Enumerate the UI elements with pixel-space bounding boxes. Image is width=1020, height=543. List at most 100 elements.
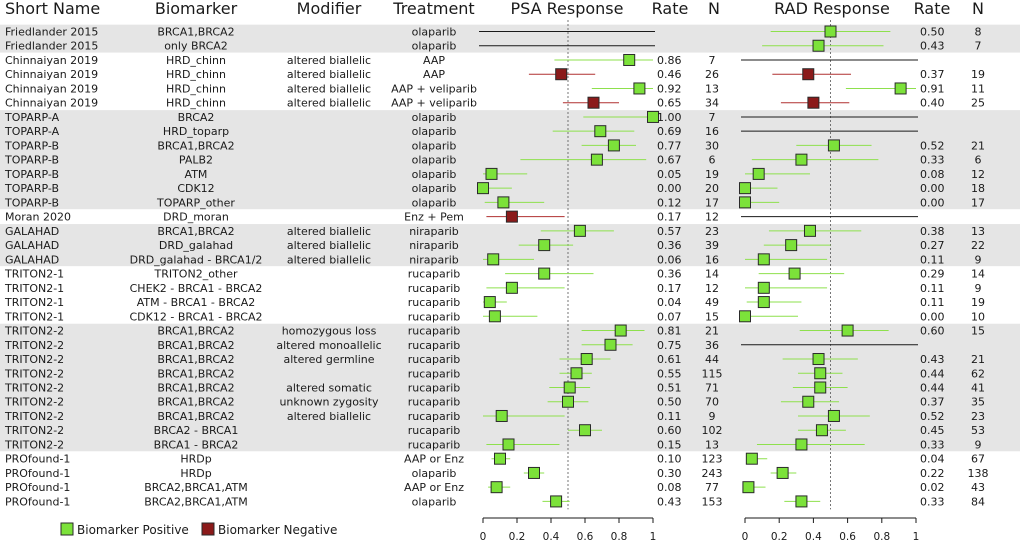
rad-n-label: 13 bbox=[971, 225, 985, 238]
rad-n-label: 15 bbox=[971, 325, 985, 338]
row-biomarker: CHEK2 - BRCA1 - BRCA2 bbox=[130, 282, 263, 295]
rad-point bbox=[745, 452, 758, 465]
row-short-name: TOPARP-A bbox=[4, 125, 60, 138]
psa-rate-label: 1.00 bbox=[657, 111, 682, 124]
psa-n-label: 9 bbox=[709, 410, 716, 423]
psa-n-label: 102 bbox=[702, 424, 723, 437]
rad-rate-label: 0.37 bbox=[920, 68, 945, 81]
rad-n-label: 21 bbox=[971, 353, 985, 366]
header-psa-n: N bbox=[708, 0, 720, 18]
psa-point bbox=[633, 82, 646, 95]
psa-rate-label: 0.17 bbox=[657, 211, 682, 224]
legend-positive-label: Biomarker Positive bbox=[77, 523, 189, 537]
row-treatment: rucaparib bbox=[408, 268, 461, 281]
rad-rate-label: 0.22 bbox=[920, 467, 945, 480]
table-row: TRITON2-2 BRCA1,BRCA2 altered biallelic ruc… bbox=[4, 409, 985, 423]
row-treatment: olaparib bbox=[412, 168, 457, 181]
rad-n-label: 35 bbox=[971, 396, 985, 409]
psa-rate-label: 0.57 bbox=[657, 225, 682, 238]
row-short-name: GALAHAD bbox=[5, 225, 59, 238]
psa-n-label: 71 bbox=[705, 382, 719, 395]
rad-x-axis: 0 0.2 0.4 0.6 0.8 1 bbox=[742, 517, 919, 543]
header-biomarker: Biomarker bbox=[155, 0, 238, 18]
rad-point bbox=[827, 139, 840, 152]
psa-rate-label: 0.36 bbox=[657, 268, 682, 281]
row-treatment: olaparib bbox=[412, 26, 457, 39]
row-treatment: olaparib bbox=[412, 111, 457, 124]
psa-n-label: 14 bbox=[705, 268, 719, 281]
axis-tick-label: 0.8 bbox=[611, 531, 628, 543]
row-short-name: TRITON2-2 bbox=[4, 410, 64, 423]
row-modifier: altered biallelic bbox=[287, 97, 371, 110]
row-treatment: AAP bbox=[423, 54, 445, 67]
psa-n-label: 36 bbox=[705, 339, 719, 352]
rad-n-label: 9 bbox=[975, 253, 982, 266]
rad-point bbox=[742, 481, 755, 494]
rad-point bbox=[841, 324, 854, 337]
rad-n-label: 22 bbox=[971, 239, 985, 252]
rad-point bbox=[802, 395, 815, 408]
psa-point bbox=[590, 153, 603, 166]
row-treatment: olaparib bbox=[412, 467, 457, 480]
row-biomarker: HRD_chinn bbox=[166, 97, 226, 110]
rad-point bbox=[757, 281, 770, 294]
header-treatment: Treatment bbox=[392, 0, 474, 18]
rad-point bbox=[752, 167, 765, 180]
rad-rate-label: 0.11 bbox=[920, 296, 945, 309]
rad-point bbox=[757, 296, 770, 309]
psa-point bbox=[573, 224, 586, 237]
row-short-name: TRITON2-2 bbox=[4, 367, 64, 380]
psa-n-label: 123 bbox=[702, 453, 723, 466]
table-row: TRITON2-2 BRCA1,BRCA2 unknown zygosity ruca… bbox=[4, 395, 985, 409]
row-biomarker: DRD_galahad - BRCA1/2 bbox=[130, 253, 263, 266]
psa-n-label: 39 bbox=[705, 239, 719, 252]
psa-n-label: 30 bbox=[705, 139, 719, 152]
row-treatment: AAP bbox=[423, 68, 445, 81]
psa-point bbox=[538, 267, 551, 280]
rad-n-label: 62 bbox=[971, 367, 985, 380]
row-biomarker: HRD_chinn bbox=[166, 68, 226, 81]
psa-rate-label: 0.86 bbox=[657, 54, 682, 67]
psa-n-label: 77 bbox=[705, 481, 719, 494]
table-row: TOPARP-B TOPARP_other olaparib 0.12 17 0.00 17 bbox=[4, 196, 985, 209]
psa-rate-label: 0.55 bbox=[657, 367, 682, 380]
rad-rate-label: 0.00 bbox=[920, 196, 945, 209]
rad-rate-label: 0.37 bbox=[920, 396, 945, 409]
psa-rate-label: 0.65 bbox=[657, 97, 682, 110]
rad-point bbox=[757, 253, 770, 266]
row-biomarker: BRCA1,BRCA2 bbox=[157, 325, 234, 338]
rad-rate-label: 0.38 bbox=[920, 225, 945, 238]
psa-n-label: 17 bbox=[705, 196, 719, 209]
psa-point bbox=[563, 381, 576, 394]
rad-n-label: 43 bbox=[971, 481, 985, 494]
table-row: TRITON2-2 BRCA1,BRCA2 homozygous loss rucap… bbox=[4, 324, 985, 338]
row-modifier: altered biallelic bbox=[287, 225, 371, 238]
row-biomarker: ATM bbox=[185, 168, 208, 181]
row-biomarker: HRD_toparp bbox=[163, 125, 229, 138]
psa-n-label: 12 bbox=[705, 282, 719, 295]
psa-rate-label: 0.92 bbox=[657, 82, 682, 95]
rad-rate-label: 0.29 bbox=[920, 268, 945, 281]
row-treatment: Enz + Pem bbox=[404, 211, 464, 224]
psa-x-axis: 0 0.2 0.4 0.6 0.8 1 bbox=[480, 517, 656, 543]
row-short-name: Chinnaiyan 2019 bbox=[5, 82, 98, 95]
axis-tick-label: 0.2 bbox=[771, 531, 788, 543]
psa-rate-label: 0.36 bbox=[657, 239, 682, 252]
axis-tick-label: 0 bbox=[480, 531, 487, 543]
row-biomarker: BRCA1,BRCA2 bbox=[157, 26, 234, 39]
psa-point bbox=[579, 424, 591, 437]
psa-rate-label: 0.00 bbox=[657, 182, 682, 195]
rad-point bbox=[739, 310, 751, 323]
psa-n-label: 16 bbox=[705, 253, 719, 266]
rad-rate-label: 0.33 bbox=[920, 438, 945, 451]
row-short-name: TRITON2-1 bbox=[4, 296, 64, 309]
axis-tick-label: 0.6 bbox=[839, 531, 856, 543]
row-treatment: AAP or Enz bbox=[404, 481, 464, 494]
rad-rate-label: 0.00 bbox=[920, 310, 945, 323]
psa-n-label: 49 bbox=[705, 296, 719, 309]
row-treatment: AAP + veliparib bbox=[391, 97, 477, 110]
rad-n-label: 67 bbox=[971, 453, 985, 466]
psa-point bbox=[488, 310, 501, 323]
row-biomarker: CDK12 bbox=[177, 182, 214, 195]
psa-point bbox=[570, 367, 583, 380]
